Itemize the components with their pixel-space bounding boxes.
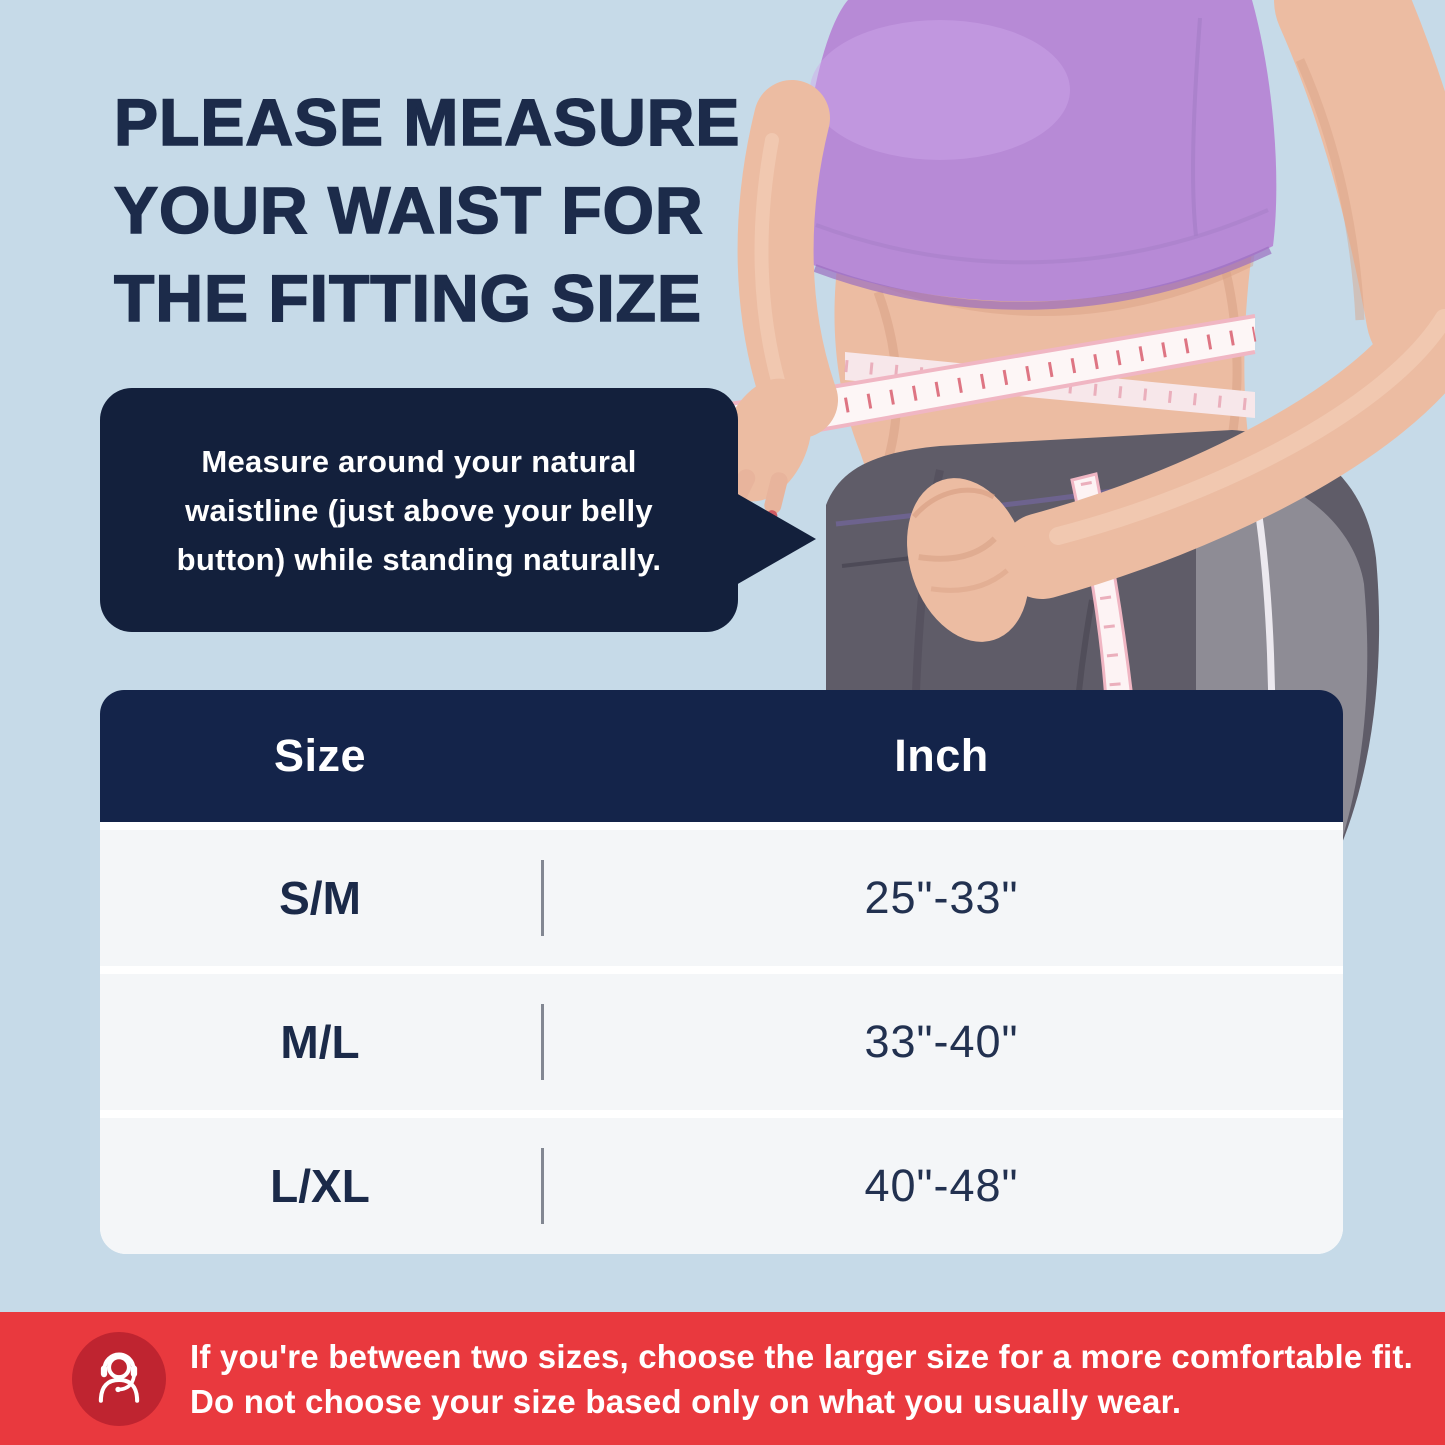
support-headset-icon <box>72 1331 166 1426</box>
table-header-inch: Inch <box>894 730 989 781</box>
footer-note-line: If you're between two sizes, choose the … <box>190 1337 1413 1375</box>
page-title-line: YOUR WAIST FOR <box>113 172 704 248</box>
size-table: Size Inch S/M 25"-33" M/L 33"-40" L/XL 4… <box>100 690 1343 1254</box>
tip-line: waistline (just above your belly <box>185 492 653 528</box>
page-title-line: PLEASE MEASURE <box>113 84 741 160</box>
size-cell: L/XL <box>270 1160 370 1212</box>
footer-note-text: If you're between two sizes, choose the … <box>190 1334 1413 1424</box>
column-divider <box>541 860 544 936</box>
inch-cell: 40"-48" <box>864 1160 1019 1211</box>
inch-cell: 33"-40" <box>864 1016 1019 1067</box>
tip-line: button) while standing naturally. <box>176 541 662 577</box>
left-arm <box>907 0 1445 642</box>
table-row: L/XL 40"-48" <box>100 1118 1343 1254</box>
tip-line: Measure around your natural <box>201 443 637 479</box>
tip-bubble-text: Measure around your natural waistline (j… <box>177 437 662 584</box>
inch-cell: 25"-33" <box>864 872 1019 923</box>
sports-bra <box>803 0 1277 310</box>
table-body: S/M 25"-33" M/L 33"-40" L/XL 40"-48" <box>100 822 1343 1254</box>
tape-measure-band <box>729 314 1257 448</box>
table-header-size: Size <box>273 730 367 781</box>
table-row: S/M 25"-33" <box>100 830 1343 966</box>
column-divider <box>541 1148 544 1224</box>
tip-bubble: Measure around your natural waistline (j… <box>100 388 816 632</box>
footer-note: If you're between two sizes, choose the … <box>0 1312 1445 1445</box>
bubble-pointer-icon <box>736 493 816 585</box>
page-title: PLEASE MEASURE YOUR WAIST FOR THE FITTIN… <box>113 78 741 342</box>
page-title-line: THE FITTING SIZE <box>113 260 702 336</box>
table-header-row: Size Inch <box>100 690 1343 822</box>
table-row: M/L 33"-40" <box>100 974 1343 1110</box>
size-cell: M/L <box>280 1016 360 1068</box>
size-cell: S/M <box>279 872 361 924</box>
column-divider <box>541 1004 544 1080</box>
footer-note-line: Do not choose your size based only on wh… <box>190 1382 1182 1420</box>
